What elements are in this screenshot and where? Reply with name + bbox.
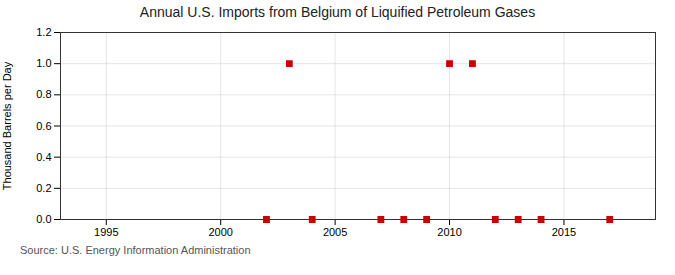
svg-text:0.4: 0.4: [36, 151, 51, 163]
svg-text:2015: 2015: [552, 226, 576, 238]
svg-text:Thousand Barrels per Day: Thousand Barrels per Day: [1, 61, 13, 190]
svg-text:2005: 2005: [323, 226, 347, 238]
svg-text:2010: 2010: [437, 226, 461, 238]
html-text:Source: U.S. Energy Informatio: Source: U.S. Energy Information Administ…: [20, 244, 251, 256]
svg-text:0.2: 0.2: [36, 182, 51, 194]
svg-text:1.2: 1.2: [36, 26, 51, 38]
svg-text:2000: 2000: [208, 226, 232, 238]
svg-text:0.8: 0.8: [36, 88, 51, 100]
svg-text:1.0: 1.0: [36, 57, 51, 69]
svg-text:1995: 1995: [94, 226, 118, 238]
svg-text:0.6: 0.6: [36, 120, 51, 132]
svg-text:0.0: 0.0: [36, 213, 51, 225]
html-text:Annual U.S. Imports from Belgi: Annual U.S. Imports from Belgium of Liqu…: [139, 4, 536, 20]
